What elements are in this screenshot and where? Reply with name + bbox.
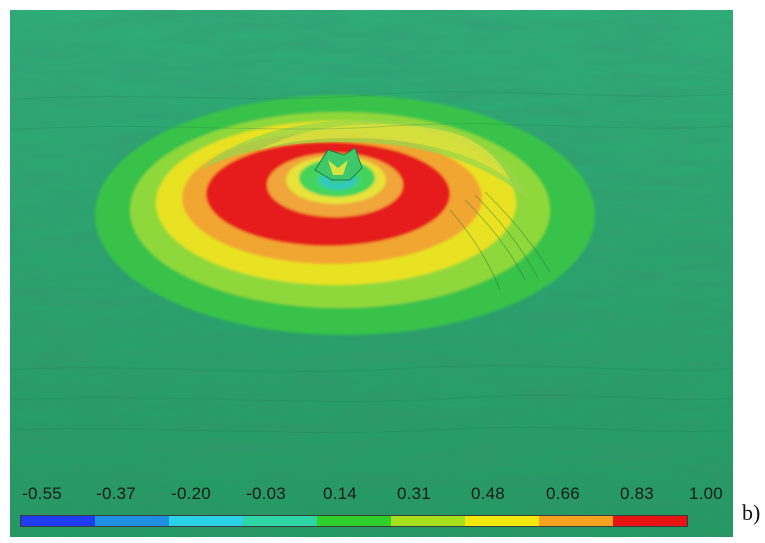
colorbar-tick-label: 0.48 — [471, 484, 505, 503]
colorbar-tick-label: -0.20 — [171, 484, 211, 503]
colorbar-segment — [539, 516, 613, 526]
colorbar-tick-label: 0.83 — [620, 484, 654, 503]
contour-bands — [95, 95, 595, 335]
colorbar-segment — [243, 516, 317, 526]
colorbar-tick-labels: -0.55 -0.37 -0.20 -0.03 0.14 0.31 0.48 0… — [20, 484, 723, 512]
terrain-surface — [10, 10, 733, 537]
colorbar-segment — [391, 516, 465, 526]
colorbar-tick-label: -0.03 — [246, 484, 286, 503]
colorbar — [20, 515, 688, 527]
colorbar-segment — [95, 516, 169, 526]
terrain-ripples — [10, 91, 733, 434]
colorbar-tick-label: 0.14 — [323, 484, 357, 503]
colorbar-segment — [465, 516, 539, 526]
colorbar-tick-label: 1.00 — [689, 484, 723, 503]
central-peak — [314, 147, 363, 181]
colorbar-tick-label: -0.55 — [22, 484, 62, 503]
colorbar-segment — [613, 516, 687, 526]
colorbar-tick-label: 0.31 — [397, 484, 431, 503]
terrain-contour-figure: -0.55 -0.37 -0.20 -0.03 0.14 0.31 0.48 0… — [10, 10, 733, 537]
panel-label: b) — [742, 500, 761, 525]
flank-ripples — [449, 191, 551, 291]
colorbar-segment — [21, 516, 95, 526]
colorbar-segment — [317, 516, 391, 526]
colorbar-tick-label: 0.66 — [546, 484, 580, 503]
mound-ridge-yellow — [260, 124, 510, 180]
colorbar-segment — [169, 516, 243, 526]
colorbar-tick-label: -0.37 — [96, 484, 136, 503]
